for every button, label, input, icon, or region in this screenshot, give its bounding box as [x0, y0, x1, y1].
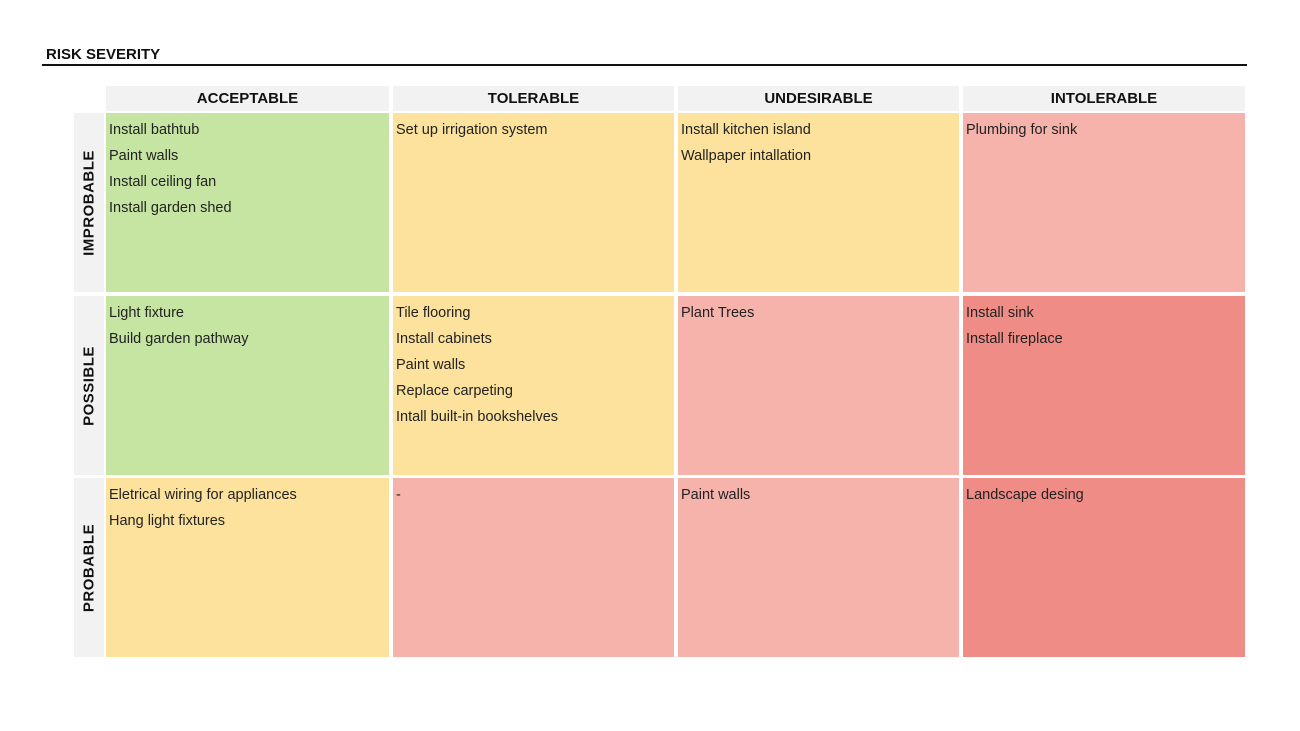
cell-item: Build garden pathway [109, 331, 249, 347]
matrix-cell: - [393, 478, 674, 657]
column-header: UNDESIRABLE [678, 86, 959, 111]
cell-item: Install kitchen island [681, 122, 811, 138]
cell-item: Set up irrigation system [396, 122, 548, 138]
cell-item: Wallpaper intallation [681, 148, 812, 164]
title: RISK SEVERITY [46, 46, 161, 63]
matrix-cell: Landscape desing [963, 478, 1245, 657]
matrix-cell: Plumbing for sink [963, 113, 1245, 292]
cell-item: Install fireplace [966, 331, 1063, 347]
cell-item: Install bathtub [109, 122, 200, 138]
cell-item: Plumbing for sink [966, 122, 1078, 138]
row-header: POSSIBLE [74, 296, 104, 475]
cell-item: Eletrical wiring for appliances [109, 487, 297, 503]
cell-item: Replace carpeting [396, 383, 513, 399]
row-label: PROBABLE [80, 523, 98, 612]
cell-item: Plant Trees [681, 305, 755, 321]
cell-item: - [396, 487, 401, 503]
matrix-cell: Eletrical wiring for appliances Hang ligh… [106, 478, 389, 657]
matrix-cell: Set up irrigation system [393, 113, 674, 292]
row-label: IMPROBABLE [80, 149, 98, 256]
cell-item: Paint walls [681, 487, 751, 503]
matrix-cell: Light fixture Build garden pathway [106, 296, 389, 475]
cell-item: Install garden shed [109, 200, 232, 216]
cell-item: Landscape desing [966, 487, 1084, 503]
cell-item: Paint walls [109, 148, 179, 164]
matrix-cell: Tile flooring Install cabinets Paint walls… [393, 296, 674, 475]
column-header: TOLERABLE [393, 86, 674, 111]
cell-item: Light fixture [109, 305, 184, 321]
column-header: INTOLERABLE [963, 86, 1245, 111]
cell-item: Tile flooring [396, 305, 471, 321]
matrix-cell: Install bathtub Paint walls Install ceilin… [106, 113, 389, 292]
cell-item: Intall built-in bookshelves [396, 409, 559, 425]
cell-item: Install cabinets [396, 331, 492, 347]
matrix-cell: Install sink Install fireplace [963, 296, 1245, 475]
row-header: IMPROBABLE [74, 113, 104, 292]
cell-item: Hang light fixtures [109, 513, 226, 529]
matrix-cell: Install kitchen island Wallpaper intallat… [678, 113, 959, 292]
matrix-cell: Plant Trees [678, 296, 959, 475]
cell-item: Paint walls [396, 357, 466, 373]
row-header: PROBABLE [74, 478, 104, 657]
cell-item: Install ceiling fan [109, 174, 217, 190]
column-header: ACCEPTABLE [106, 86, 389, 111]
title-rule [42, 64, 1247, 66]
row-label: POSSIBLE [80, 345, 98, 426]
matrix-cell: Paint walls [678, 478, 959, 657]
cell-item: Install sink [966, 305, 1034, 321]
